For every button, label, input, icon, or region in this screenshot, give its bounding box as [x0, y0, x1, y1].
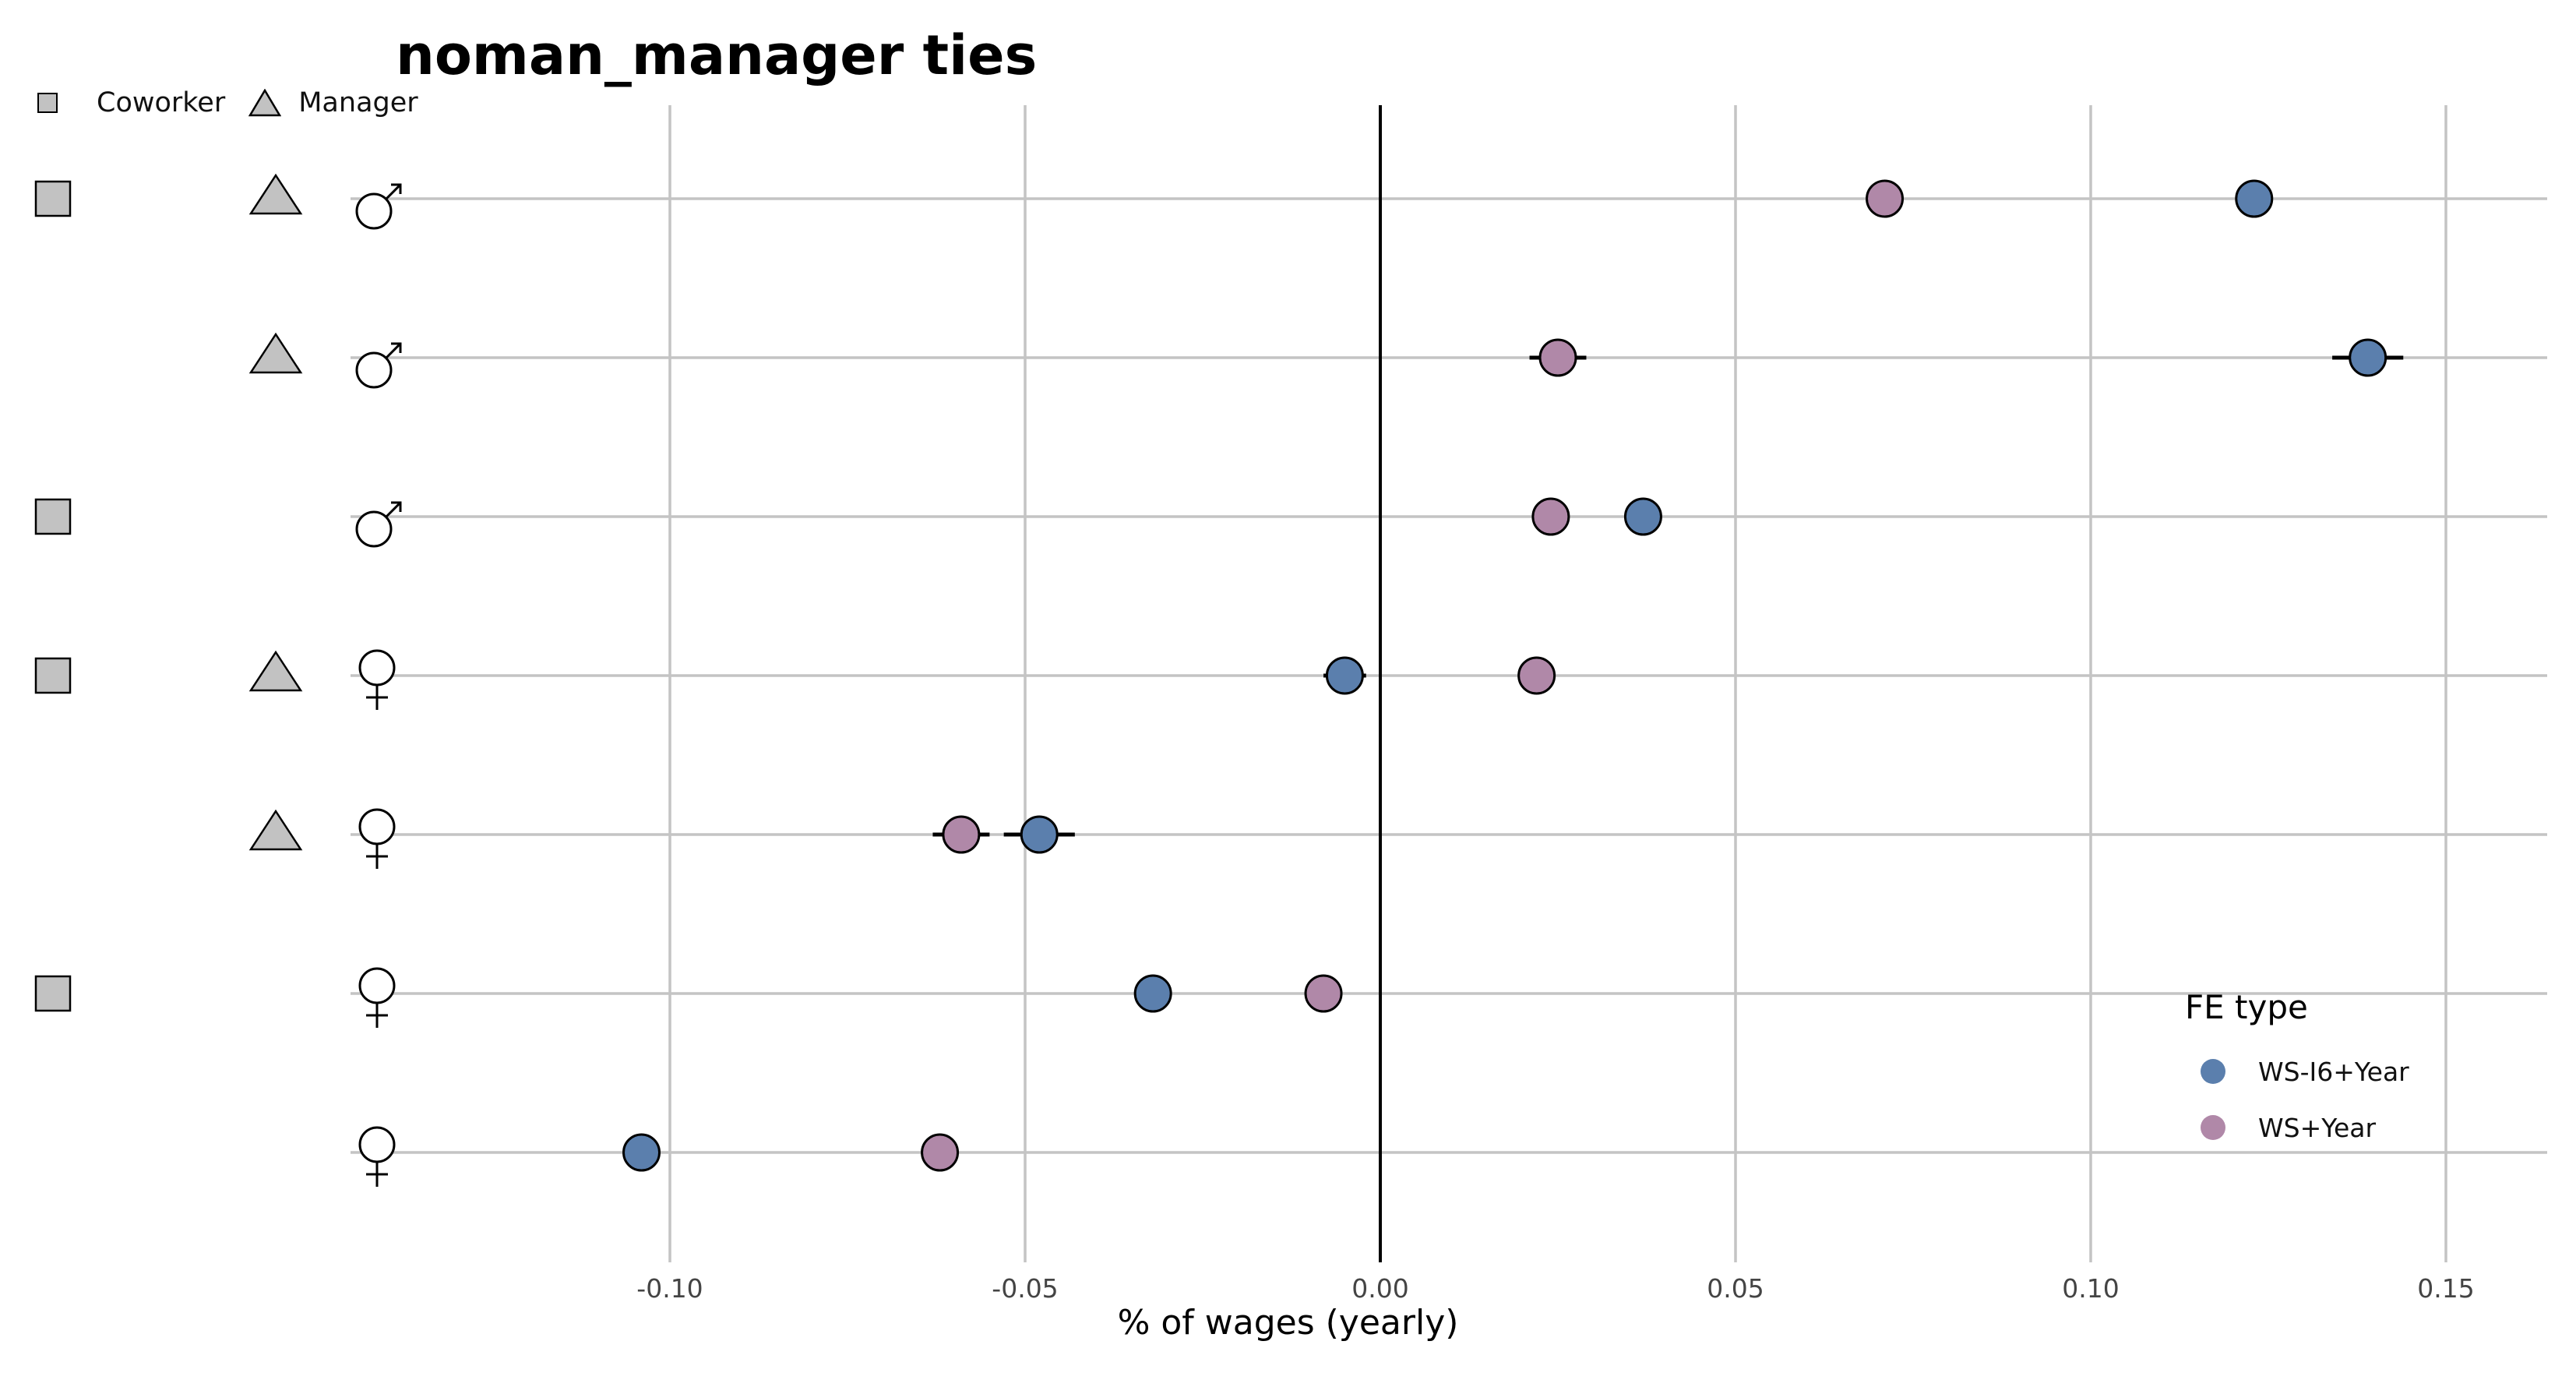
coworker-square-icon [34, 657, 72, 694]
data-point [2349, 338, 2387, 377]
fe-legend-item: WS-I6+Year [2185, 1043, 2409, 1099]
manager-triangle-icon [248, 173, 303, 215]
fe-legend-label: WS+Year [2258, 1112, 2377, 1143]
female-icon [358, 808, 396, 869]
data-point [1304, 974, 1343, 1013]
data-point [1866, 179, 1905, 218]
fe-legend-dot [2201, 1059, 2225, 1084]
chart-title: noman_manager ties [396, 23, 1038, 87]
female-icon [358, 649, 396, 710]
x-axis-label: % of wages (yearly) [1117, 1303, 1459, 1343]
data-point [622, 1133, 661, 1172]
manager-triangle-icon [248, 809, 303, 851]
fe-legend-item: WS+Year [2185, 1099, 2409, 1156]
male-icon [355, 183, 402, 230]
data-point [1531, 497, 1570, 536]
x-tick-label: -0.10 [636, 1273, 703, 1304]
fe-legend-dot [2201, 1115, 2225, 1140]
manager-triangle-icon [248, 650, 303, 692]
coworker-square-icon [37, 93, 58, 113]
data-point [921, 1133, 960, 1172]
coworker-square-icon [34, 975, 72, 1012]
coworker-square-icon [34, 498, 72, 535]
x-tick-label: -0.05 [992, 1273, 1058, 1304]
fe-legend-title: FE type [2185, 988, 2308, 1026]
male-icon [355, 501, 402, 548]
coworker-square-icon [34, 180, 72, 217]
x-tick-label: 0.10 [2062, 1273, 2119, 1304]
shape-legend: Coworker Manager [37, 84, 418, 122]
female-icon [358, 967, 396, 1028]
shape-legend-manager-label: Manager [298, 87, 418, 118]
manager-triangle-icon [248, 332, 303, 374]
data-point [942, 815, 981, 854]
shape-legend-coworker-label: Coworker [97, 87, 226, 118]
fe-legend-label: WS-I6+Year [2258, 1056, 2409, 1087]
data-point [1517, 656, 1556, 695]
data-point [1133, 974, 1172, 1013]
male-icon [355, 342, 402, 389]
data-point [1623, 497, 1662, 536]
x-tick-label: 0.00 [1351, 1273, 1408, 1304]
x-tick-label: 0.15 [2417, 1273, 2474, 1304]
data-point [1020, 815, 1059, 854]
female-icon [358, 1126, 396, 1187]
data-point [1325, 656, 1364, 695]
data-point [1538, 338, 1577, 377]
data-point [2235, 179, 2274, 218]
fe-legend: FE type WS-I6+Year WS+Year [2185, 988, 2409, 1156]
manager-triangle-icon [248, 89, 282, 117]
x-tick-label: 0.05 [1707, 1273, 1764, 1304]
